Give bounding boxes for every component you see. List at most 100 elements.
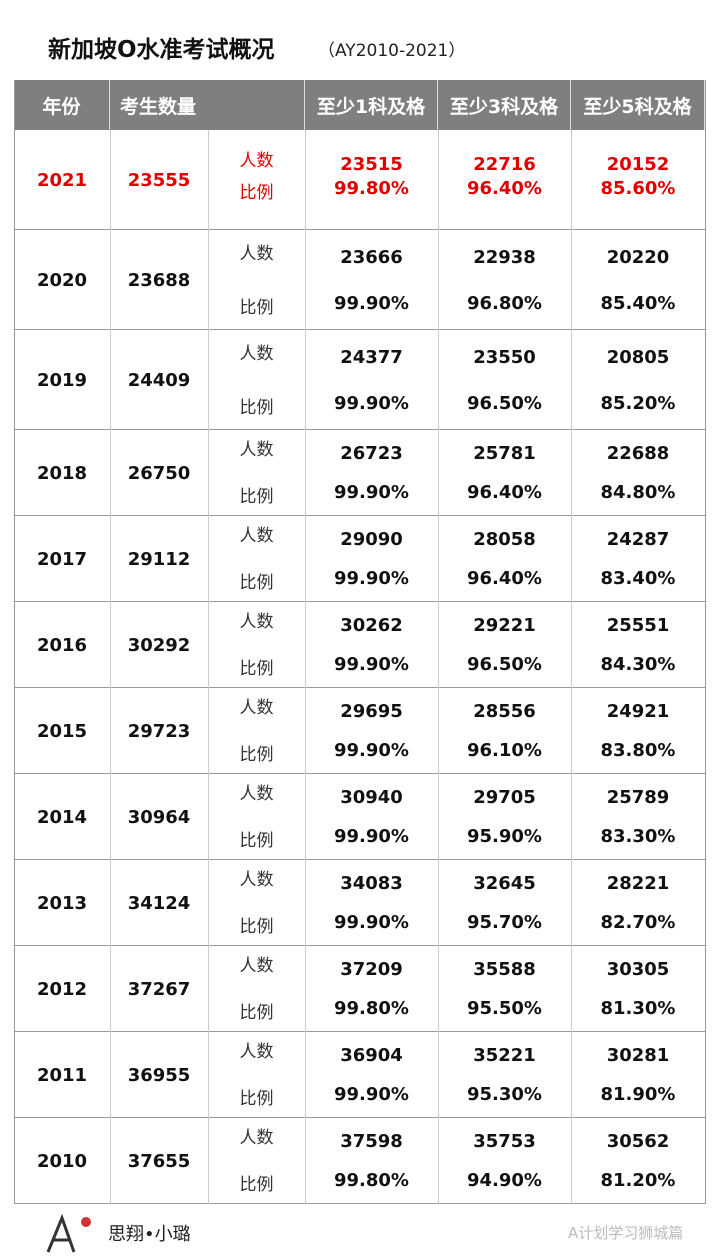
rate: 96.80% [467, 292, 542, 314]
row-border [14, 515, 705, 516]
table-border [705, 80, 706, 1204]
row-label: 人数 [239, 1042, 274, 1062]
rate: 96.50% [467, 392, 542, 414]
rate: 84.80% [600, 482, 676, 503]
row-label: 比例 [239, 182, 274, 203]
row-label: 人数 [239, 698, 274, 718]
row-label: 人数 [239, 784, 274, 804]
count: 26723 [340, 443, 403, 464]
count: 30281 [606, 1045, 670, 1066]
count: 22716 [473, 153, 536, 175]
count: 25551 [606, 615, 670, 636]
candidates: 26750 [127, 462, 191, 484]
row-label: 比例 [239, 1089, 274, 1109]
row-label: 比例 [239, 917, 274, 937]
rate: 83.40% [600, 568, 676, 589]
author: 思翔•小璐 [108, 1224, 191, 1245]
count: 20152 [606, 153, 670, 175]
row-label: 比例 [239, 573, 274, 593]
count: 29695 [340, 701, 403, 722]
row-label: 人数 [239, 870, 274, 890]
count: 32645 [473, 873, 536, 894]
row-label: 人数 [239, 243, 274, 264]
row-border [14, 601, 705, 602]
count: 28058 [473, 529, 536, 550]
rate: 99.90% [334, 826, 409, 847]
rate: 96.10% [467, 740, 542, 761]
count: 30562 [606, 1131, 670, 1152]
row-label: 人数 [239, 612, 274, 632]
row-label: 比例 [239, 397, 274, 418]
rate: 99.90% [334, 392, 409, 414]
column-border [208, 130, 209, 1204]
count: 20805 [606, 346, 670, 368]
row-border [14, 945, 705, 946]
candidates: 23555 [127, 169, 191, 191]
rate: 99.80% [334, 998, 409, 1019]
count: 23666 [340, 246, 403, 268]
table-border [14, 80, 15, 1204]
column-border [305, 130, 306, 1204]
candidates: 37267 [127, 978, 191, 1000]
logo [46, 1213, 91, 1253]
rate: 99.90% [334, 292, 409, 314]
row-border [14, 859, 705, 860]
row-label: 人数 [239, 1128, 274, 1148]
column-border [110, 130, 111, 1204]
candidates: 24409 [127, 369, 191, 391]
row-label: 比例 [239, 659, 274, 679]
row-label: 人数 [239, 956, 274, 976]
row-label: 比例 [239, 831, 274, 851]
count: 22938 [473, 246, 536, 268]
row-label: 人数 [239, 526, 274, 546]
row-label: 人数 [239, 150, 274, 171]
row-border [14, 1031, 705, 1032]
count: 35753 [473, 1131, 536, 1152]
year: 2016 [36, 634, 88, 656]
rate: 96.40% [467, 568, 542, 589]
row-label: 人数 [239, 440, 274, 460]
row-label: 人数 [239, 343, 274, 364]
column-header: 至少5科及格 [571, 80, 705, 130]
year: 2020 [36, 269, 88, 291]
rate: 99.80% [334, 177, 409, 199]
rate: 99.90% [334, 568, 409, 589]
count: 24287 [606, 529, 670, 550]
candidates: 23688 [127, 269, 191, 291]
count: 30262 [340, 615, 403, 636]
row-label: 比例 [239, 745, 274, 765]
rate: 81.30% [600, 998, 676, 1019]
rate: 96.40% [467, 482, 542, 503]
year: 2021 [36, 169, 88, 191]
rate: 95.90% [467, 826, 542, 847]
rate: 95.50% [467, 998, 542, 1019]
count: 24377 [340, 346, 403, 368]
rate: 99.90% [334, 912, 409, 933]
rate: 95.30% [467, 1084, 542, 1105]
year: 2011 [36, 1064, 88, 1086]
title: 新加坡O水准考试概况 [48, 37, 275, 63]
year: 2019 [36, 369, 88, 391]
count: 28556 [473, 701, 536, 722]
count: 20220 [606, 246, 670, 268]
rate: 95.70% [467, 912, 542, 933]
candidates: 29112 [127, 548, 191, 570]
count: 35221 [473, 1045, 536, 1066]
subtitle: （AY2010-2021） [318, 41, 466, 61]
year: 2015 [36, 720, 88, 742]
row-label: 比例 [239, 297, 274, 318]
count: 25789 [606, 787, 670, 808]
candidates: 30964 [127, 806, 191, 828]
count: 35588 [473, 959, 536, 980]
count: 30940 [340, 787, 403, 808]
rate: 83.30% [600, 826, 676, 847]
row-label: 比例 [239, 487, 274, 507]
year: 2017 [36, 548, 88, 570]
count: 22688 [606, 443, 670, 464]
watermark: A计划学习狮城篇 [568, 1224, 684, 1242]
row-label: 比例 [239, 1175, 274, 1195]
candidates: 34124 [127, 892, 191, 914]
row-border [14, 687, 705, 688]
count: 29090 [340, 529, 403, 550]
